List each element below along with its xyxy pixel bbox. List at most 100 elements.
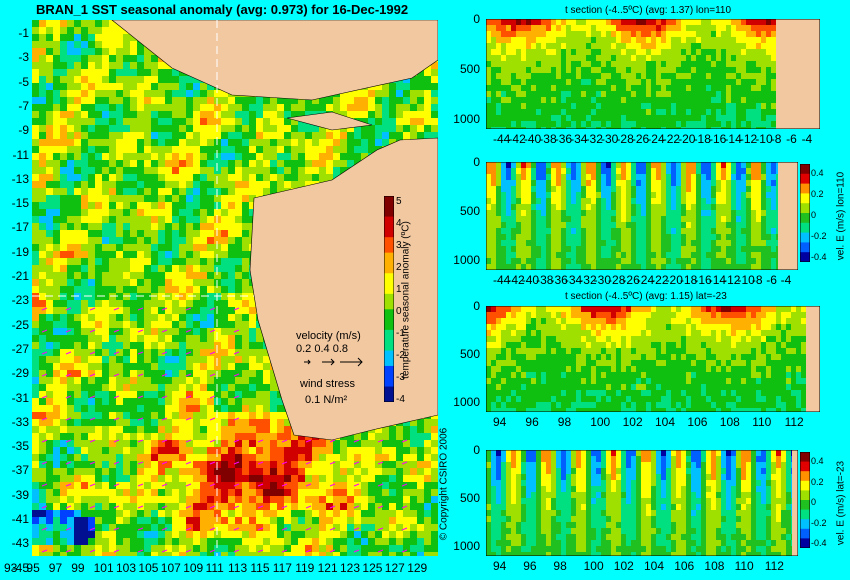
map-cell bbox=[424, 111, 431, 118]
map-cell bbox=[291, 97, 298, 104]
map-cell bbox=[109, 384, 116, 391]
map-cell bbox=[32, 412, 39, 419]
map-cell bbox=[46, 300, 53, 307]
map-cell bbox=[130, 244, 137, 251]
map-cell bbox=[249, 321, 256, 328]
map-cell bbox=[291, 552, 298, 556]
wind-arrow bbox=[65, 329, 72, 333]
map-cell bbox=[277, 545, 284, 552]
map-cell bbox=[46, 447, 53, 454]
map-cell bbox=[242, 188, 249, 195]
section-cell bbox=[641, 31, 646, 37]
map-cell bbox=[95, 552, 102, 556]
map-cell bbox=[319, 510, 326, 517]
map-cell bbox=[158, 244, 165, 251]
section-cell bbox=[496, 31, 501, 37]
map-cell bbox=[102, 538, 109, 545]
map-cell bbox=[67, 41, 74, 48]
map-cell bbox=[32, 202, 39, 209]
wind-arrow bbox=[89, 527, 96, 531]
map-cell bbox=[88, 426, 95, 433]
section-cell bbox=[736, 37, 741, 43]
section-cell bbox=[686, 25, 691, 31]
map-cell bbox=[221, 139, 228, 146]
map-cell bbox=[172, 468, 179, 475]
map-cell bbox=[130, 335, 137, 342]
map-cell bbox=[396, 125, 403, 132]
map-cell bbox=[39, 251, 46, 258]
section-cell bbox=[661, 43, 666, 49]
map-cell bbox=[95, 48, 102, 55]
colorbar-step bbox=[384, 371, 394, 377]
map-cell bbox=[263, 160, 270, 167]
map-cell bbox=[151, 461, 158, 468]
map-cell bbox=[144, 335, 151, 342]
map-cell bbox=[53, 335, 60, 342]
map-cell bbox=[200, 307, 207, 314]
map-x-tick: 107 bbox=[160, 561, 181, 575]
map-cell bbox=[60, 20, 67, 27]
map-cell bbox=[221, 97, 228, 104]
map-cell bbox=[46, 111, 53, 118]
section-cell bbox=[511, 43, 516, 49]
map-cell bbox=[193, 272, 200, 279]
map-cell bbox=[277, 104, 284, 111]
map-cell bbox=[39, 503, 46, 510]
map-cell bbox=[354, 454, 361, 461]
wind-arrow bbox=[209, 329, 216, 333]
map-cell bbox=[137, 223, 144, 230]
map-cell bbox=[95, 384, 102, 391]
map-cell bbox=[123, 258, 130, 265]
map-cell bbox=[46, 384, 53, 391]
map-cell bbox=[207, 419, 214, 426]
map-cell bbox=[67, 27, 74, 34]
map-y-tick: -39 bbox=[11, 487, 29, 502]
map-cell bbox=[277, 440, 284, 447]
map-cell bbox=[81, 328, 88, 335]
map-cell bbox=[74, 265, 81, 272]
map-cell bbox=[256, 419, 263, 426]
wind-arrow bbox=[209, 461, 216, 465]
map-cell bbox=[172, 258, 179, 265]
map-cell bbox=[102, 461, 109, 468]
map-cell bbox=[186, 209, 193, 216]
map-cell bbox=[249, 314, 256, 321]
map-cell bbox=[144, 489, 151, 496]
map-cell bbox=[88, 468, 95, 475]
map-cell bbox=[39, 139, 46, 146]
map-cell bbox=[123, 363, 130, 370]
map-cell bbox=[39, 237, 46, 244]
map-cell bbox=[102, 300, 109, 307]
map-cell bbox=[158, 139, 165, 146]
map-cell bbox=[186, 405, 193, 412]
map-cell bbox=[116, 153, 123, 160]
map-cell bbox=[305, 475, 312, 482]
map-cell bbox=[46, 538, 53, 545]
map-cell bbox=[116, 321, 123, 328]
map-cell bbox=[144, 111, 151, 118]
anomaly-colorbar-label: temperature seasonal anomaly (ºC) bbox=[400, 221, 412, 379]
map-cell bbox=[130, 104, 137, 111]
map-cell bbox=[221, 90, 228, 97]
map-cell bbox=[284, 468, 291, 475]
map-cell bbox=[67, 552, 74, 556]
map-cell bbox=[193, 538, 200, 545]
map-cell bbox=[284, 482, 291, 489]
map-cell bbox=[165, 167, 172, 174]
map-cell bbox=[249, 412, 256, 419]
map-cell bbox=[396, 475, 403, 482]
section-cell bbox=[506, 31, 511, 37]
section-cell bbox=[651, 43, 656, 49]
map-cell bbox=[277, 160, 284, 167]
map-cell bbox=[249, 286, 256, 293]
map-cell bbox=[102, 342, 109, 349]
map-cell bbox=[417, 524, 424, 531]
map-cell bbox=[263, 468, 270, 475]
map-cell bbox=[382, 97, 389, 104]
map-cell bbox=[256, 510, 263, 517]
map-cell bbox=[53, 531, 60, 538]
map-cell bbox=[165, 384, 172, 391]
map-cell bbox=[263, 433, 270, 440]
map-cell bbox=[207, 496, 214, 503]
map-cell bbox=[431, 475, 438, 482]
